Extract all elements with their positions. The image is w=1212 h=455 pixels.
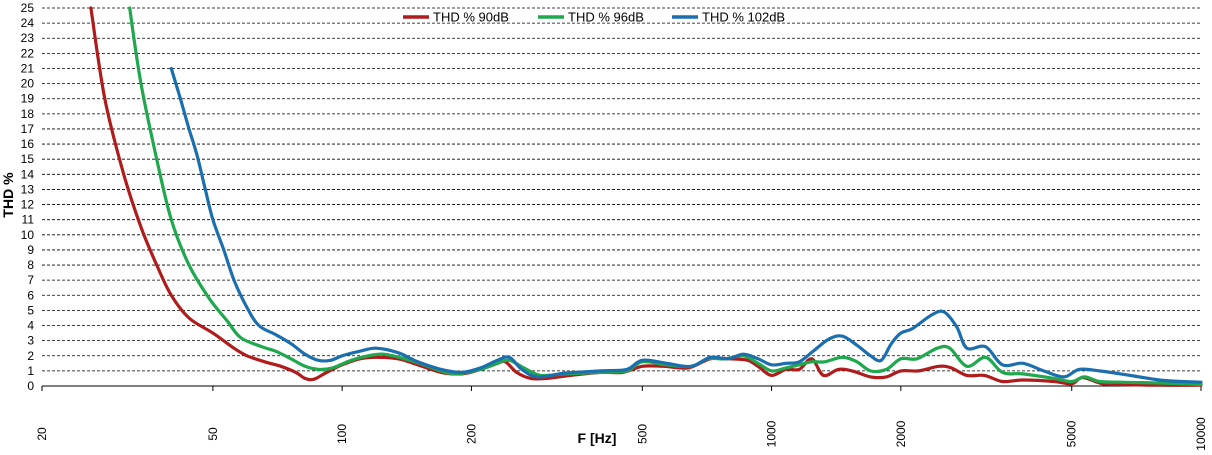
legend-label-2: THD % 96dB [568, 10, 644, 25]
x-tick-label: 2000 [894, 420, 908, 447]
x-tick-label: 1000 [765, 420, 779, 447]
x-tick-label: 200 [464, 424, 478, 444]
y-tick-label: 16 [21, 137, 35, 151]
legend-label-1: THD % 90dB [433, 10, 509, 25]
x-tick-label: 100 [335, 424, 349, 444]
y-tick-label: 13 [21, 182, 35, 196]
y-tick-label: 25 [21, 1, 35, 15]
y-tick-label: 23 [21, 31, 35, 45]
y-tick-label: 11 [22, 213, 35, 227]
y-tick-label: 24 [21, 16, 35, 30]
x-axis-label: F [Hz] [578, 430, 617, 446]
x-tick-label: 10000 [1194, 417, 1208, 451]
x-tick-label: 500 [635, 424, 649, 444]
grid-lines [41, 7, 1202, 391]
y-tick-labels: 0123456789101112131415161718192021222324… [21, 1, 35, 393]
y-tick-label: 18 [21, 107, 35, 121]
y-tick-label: 1 [27, 364, 34, 378]
y-tick-label: 10 [21, 228, 35, 242]
y-tick-label: 21 [21, 61, 35, 75]
y-tick-label: 15 [21, 152, 35, 166]
y-tick-label: 9 [27, 243, 34, 257]
y-tick-label: 8 [27, 258, 34, 272]
y-tick-label: 17 [21, 122, 35, 136]
y-tick-label: 3 [27, 334, 34, 348]
x-tick-labels: 20 50 100 200 500 1000 2000 5000 10000 [35, 417, 1208, 451]
legend: THD % 90dB THD % 96dB THD % 102dB [403, 10, 785, 25]
y-tick-label: 6 [27, 288, 34, 302]
series-line-2 [128, 6, 1203, 387]
y-tick-label: 20 [21, 77, 35, 91]
y-tick-label: 7 [27, 273, 34, 287]
x-tick-label: 20 [35, 427, 49, 441]
series-line-3 [169, 66, 1203, 384]
x-tick-label: 5000 [1065, 420, 1079, 447]
y-tick-label: 22 [21, 46, 35, 60]
y-tick-label: 4 [27, 319, 34, 333]
y-axis-label: THD % [0, 172, 16, 218]
y-tick-label: 19 [21, 92, 35, 106]
series-line-1 [89, 6, 1203, 387]
x-tick-label: 50 [206, 427, 220, 441]
y-tick-label: 12 [21, 198, 35, 212]
y-tick-label: 14 [21, 167, 35, 181]
y-tick-label: 5 [27, 303, 34, 317]
y-tick-label: 0 [27, 379, 34, 393]
y-tick-label: 2 [27, 349, 34, 363]
series-lines [89, 6, 1203, 387]
legend-label-3: THD % 102dB [702, 10, 785, 25]
